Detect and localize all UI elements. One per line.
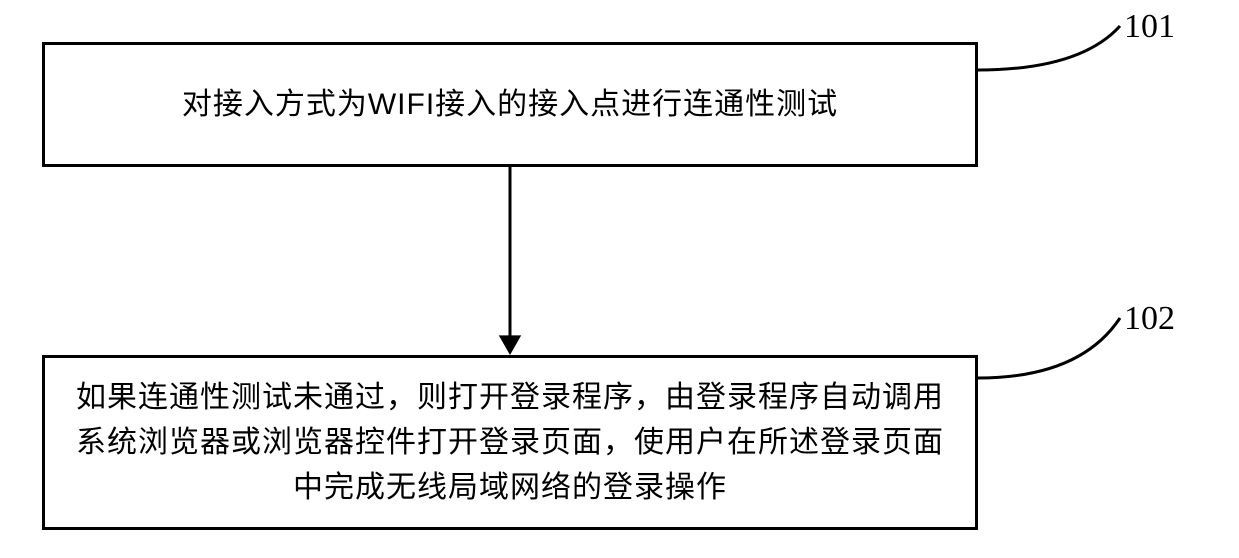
flow-step-2: 如果连通性测试未通过，则打开登录程序，由登录程序自动调用系统浏览器或浏览器控件打… xyxy=(42,355,978,530)
flow-step-1-text: 对接入方式为WIFI接入的接入点进行连通性测试 xyxy=(182,82,838,127)
step-label-101: 101 xyxy=(1124,8,1175,46)
flow-step-1: 对接入方式为WIFI接入的接入点进行连通性测试 xyxy=(42,42,978,167)
flow-step-2-text: 如果连通性测试未通过，则打开登录程序，由登录程序自动调用系统浏览器或浏览器控件打… xyxy=(65,375,955,510)
step-label-102: 102 xyxy=(1124,300,1175,338)
